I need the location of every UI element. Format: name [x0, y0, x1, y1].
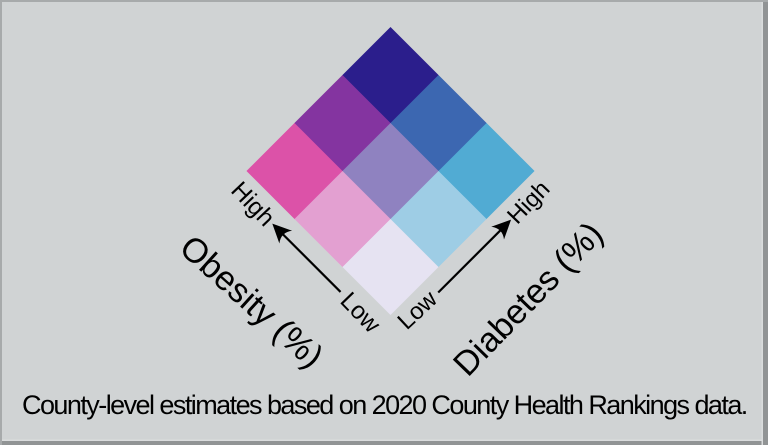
- svg-text:County-level estimates based o: County-level estimates based on 2020 Cou…: [22, 390, 747, 420]
